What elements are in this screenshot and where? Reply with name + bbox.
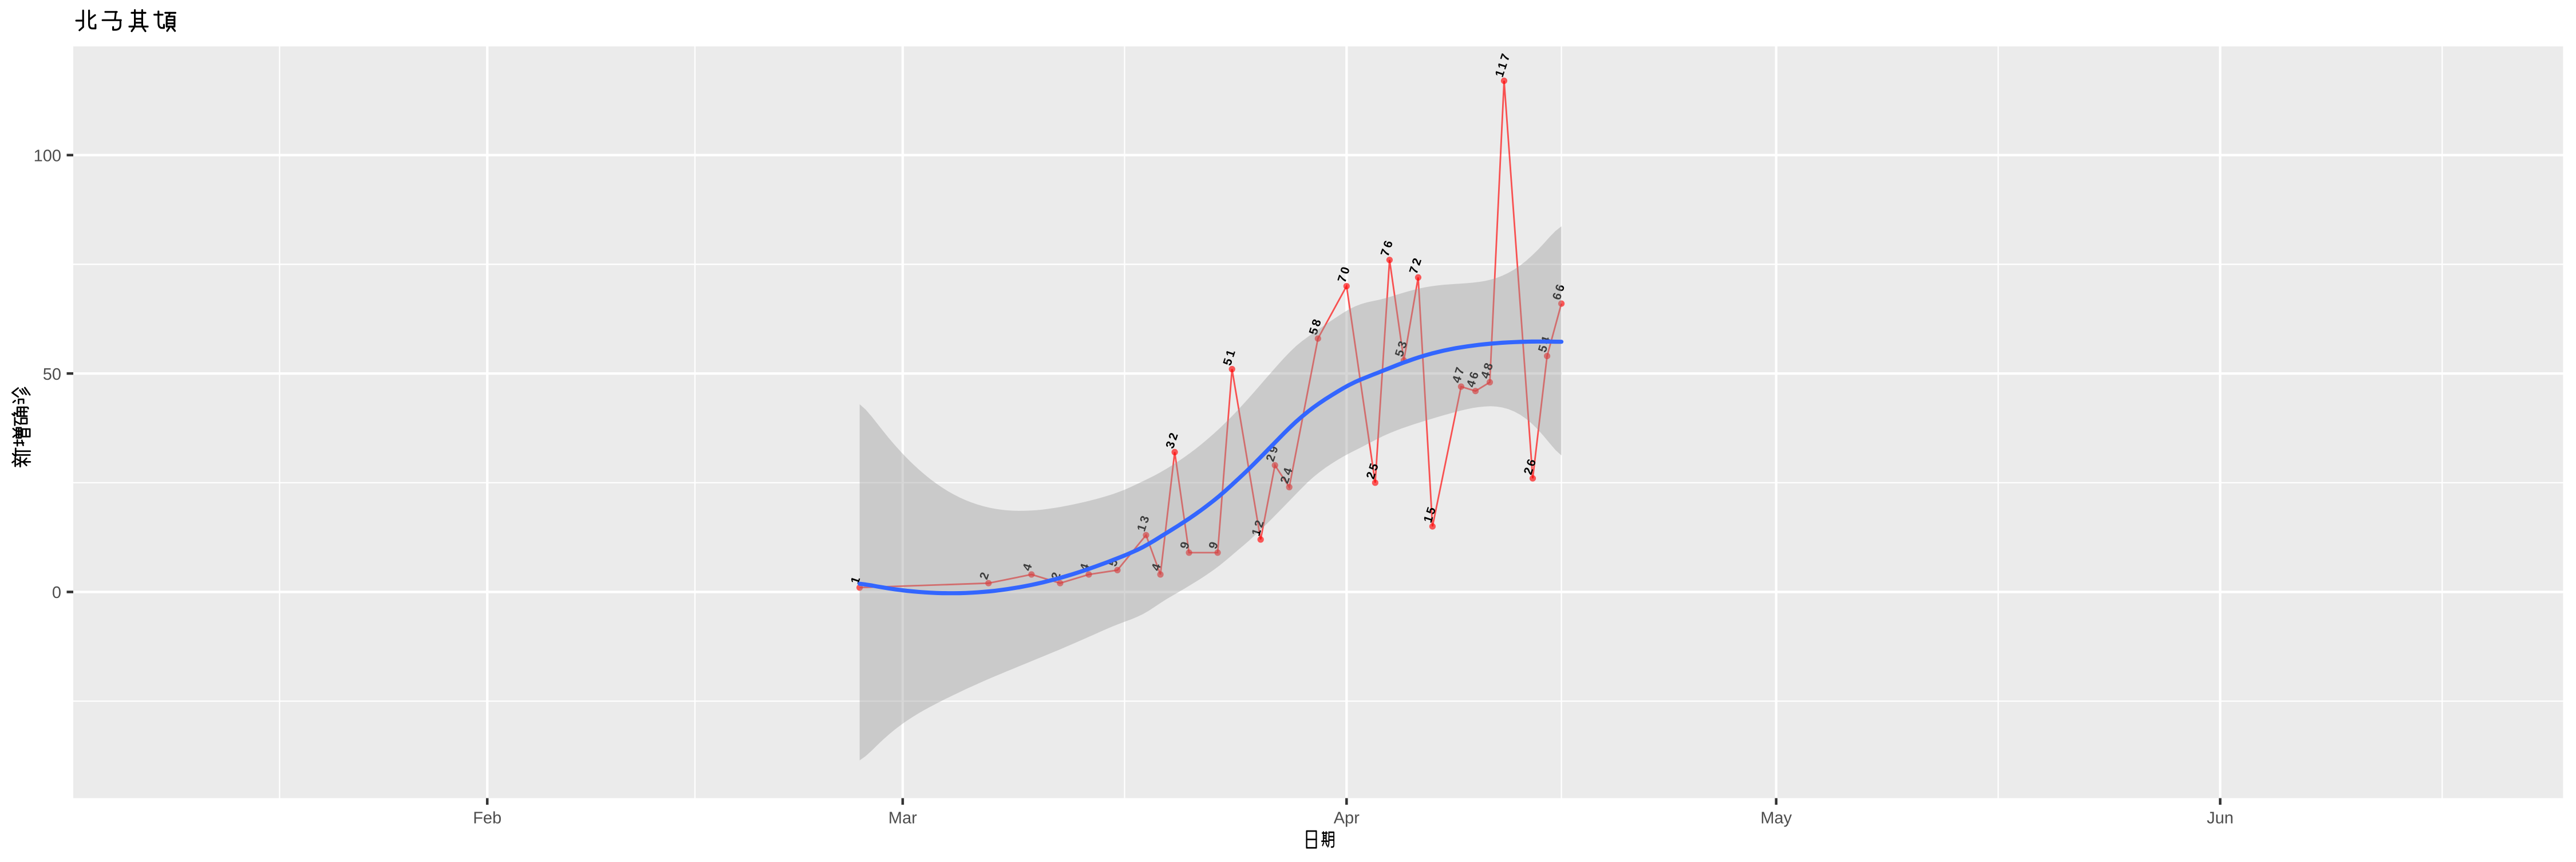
svg-text:Feb: Feb (473, 809, 501, 828)
svg-text:100: 100 (34, 147, 61, 165)
svg-text:4: 4 (1020, 560, 1036, 573)
svg-text:50: 50 (43, 365, 61, 384)
svg-text:0: 0 (52, 584, 61, 602)
svg-text:May: May (1760, 809, 1792, 828)
svg-text:Mar: Mar (888, 809, 917, 828)
svg-text:Apr: Apr (1334, 809, 1360, 828)
svg-text:4: 4 (1149, 560, 1164, 573)
svg-text:Jun: Jun (2207, 809, 2234, 828)
svg-text:9: 9 (1178, 538, 1193, 551)
svg-text:9: 9 (1206, 538, 1222, 551)
svg-text:2: 2 (977, 569, 993, 581)
